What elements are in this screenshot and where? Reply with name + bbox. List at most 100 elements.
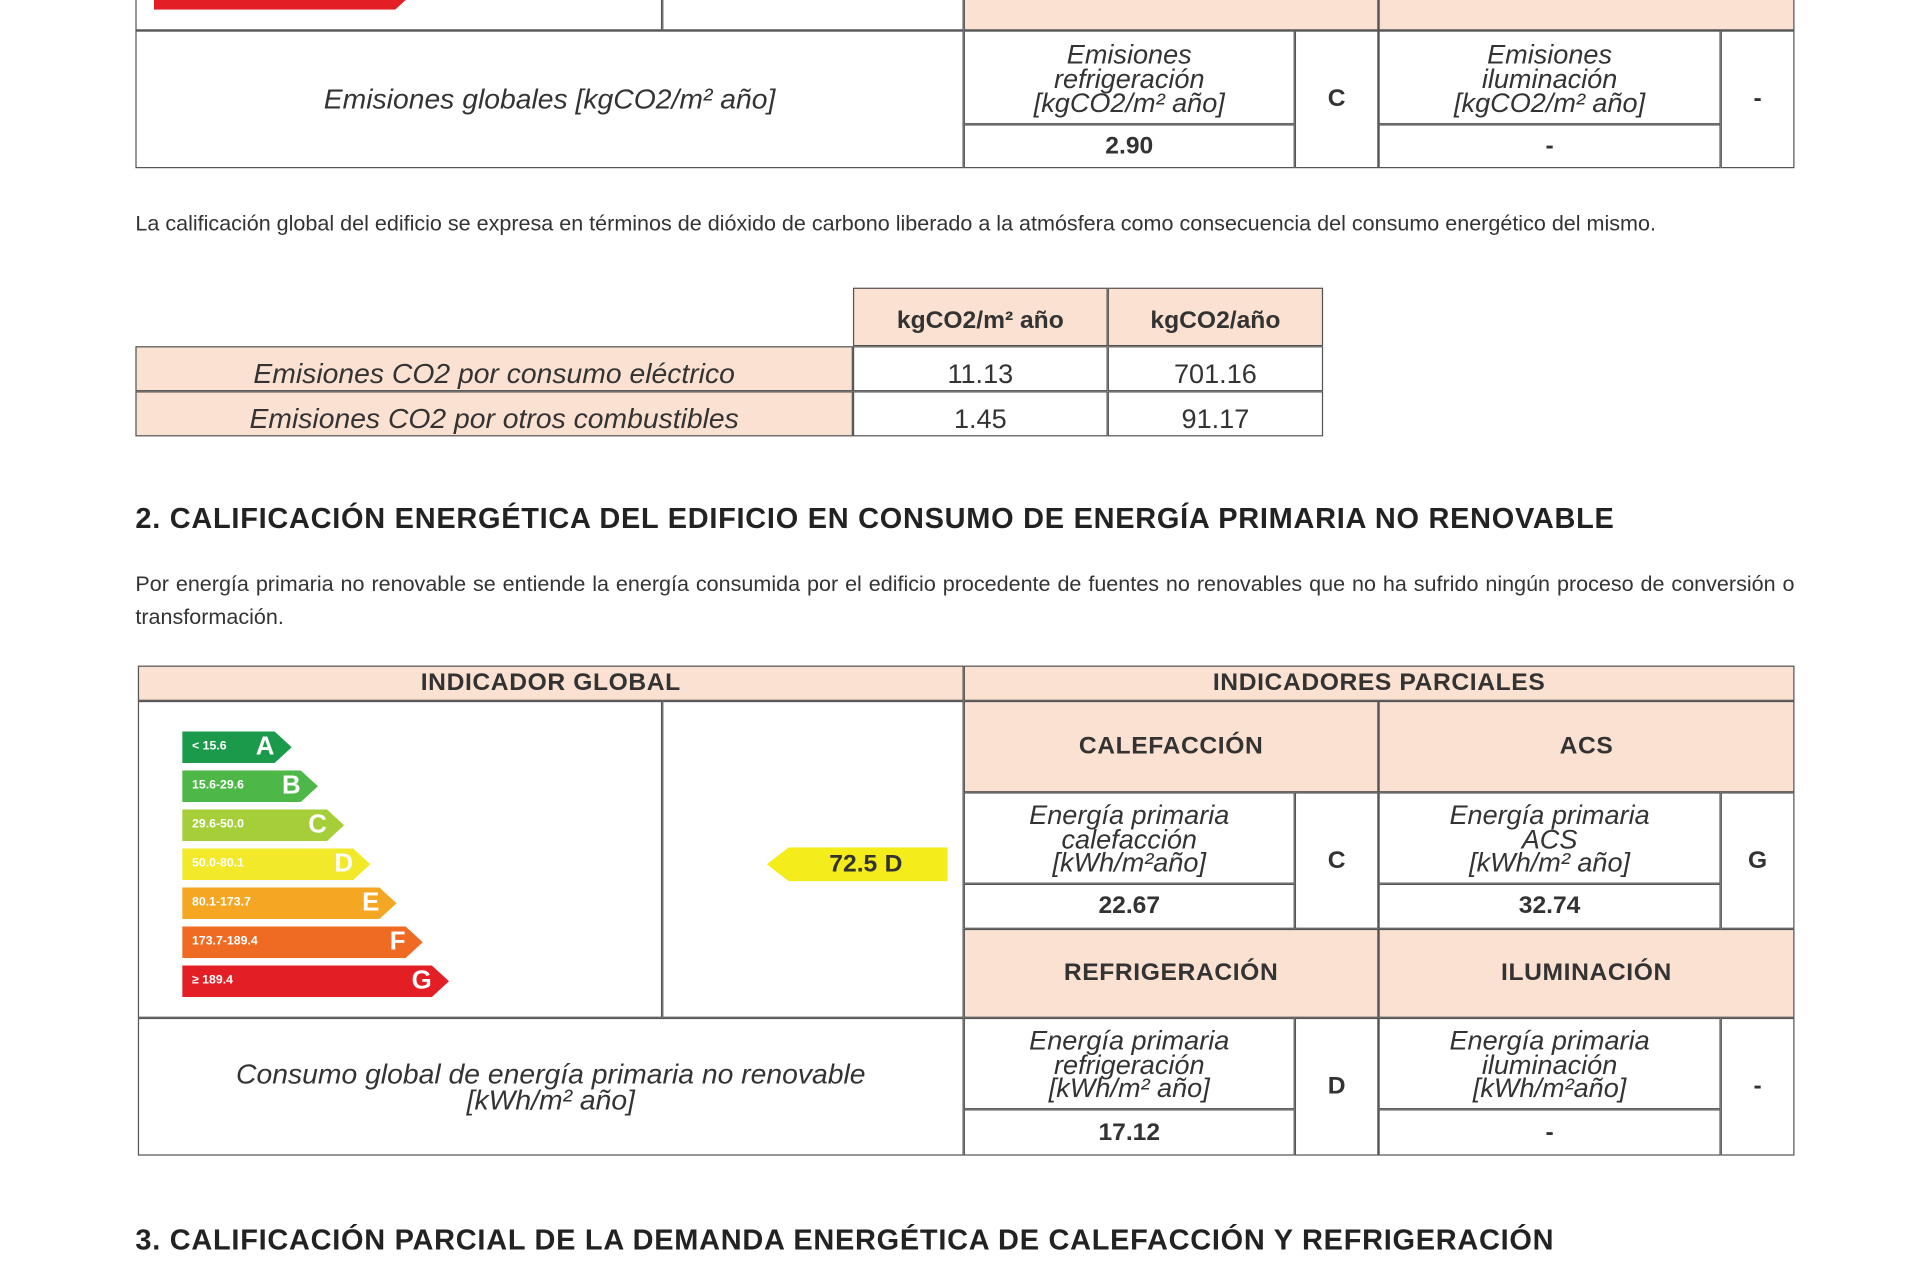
column-header: kgCO2/año bbox=[1150, 307, 1281, 335]
scale-bar: 29.6-50.0 C bbox=[182, 809, 344, 841]
table-cell bbox=[963, 928, 1379, 1018]
column-header: REFRIGERACIÓN bbox=[964, 0, 1379, 17]
scale-bar: ≥ 189.4 G bbox=[182, 965, 449, 997]
column-header: ILUMINACIÓN bbox=[1378, 0, 1794, 17]
scale-bar: < 15.6 A bbox=[182, 731, 292, 763]
rating: C bbox=[1327, 846, 1346, 874]
scale-letter: F bbox=[389, 927, 406, 956]
table-cell bbox=[1107, 287, 1324, 347]
text-line: Emisiones bbox=[1487, 39, 1613, 70]
column-header: INDICADOR GLOBAL bbox=[420, 669, 681, 697]
text-line: [kWh/m² año] bbox=[1469, 847, 1631, 879]
scale-letter: G bbox=[411, 966, 432, 995]
table-cell bbox=[963, 0, 1379, 31]
scale-letter: C bbox=[308, 810, 327, 839]
text-line: [kWh/m²año] bbox=[1472, 1073, 1627, 1104]
scale-letter: D bbox=[334, 849, 354, 878]
table-cell bbox=[1378, 700, 1795, 793]
paragraph: Por energía primaria no renovable se ent… bbox=[135, 571, 1795, 630]
cell-label: Energía primaria iluminación [kWh/m²año] bbox=[1378, 1020, 1720, 1109]
table-cell bbox=[1378, 124, 1721, 169]
scale-bar: 173.7-189.4 F bbox=[182, 926, 423, 958]
table-cell bbox=[1107, 391, 1324, 437]
text-line: iluminación bbox=[1481, 63, 1618, 94]
table-cell bbox=[135, 391, 853, 437]
text-line: Energía primaria bbox=[1029, 799, 1230, 830]
text-line: [kWh/m² año] bbox=[1048, 1073, 1210, 1104]
table-cell bbox=[1107, 346, 1324, 392]
rating: - bbox=[1753, 85, 1762, 113]
text-line: [kWh/m² año] bbox=[466, 1083, 635, 1115]
cell-value: 2.90 bbox=[1105, 132, 1154, 160]
row-label: Emisiones globales [kgCO2/m² año] bbox=[323, 83, 776, 115]
text-line: iluminación bbox=[1481, 1049, 1618, 1080]
cell-value: 22.67 bbox=[1098, 892, 1161, 920]
table-cell bbox=[137, 665, 964, 701]
cell-value: - bbox=[1545, 1118, 1554, 1146]
table-cell bbox=[137, 1017, 964, 1156]
column-header: ACS bbox=[1559, 732, 1614, 760]
table-cell bbox=[1378, 883, 1721, 929]
table-cell bbox=[963, 700, 1379, 793]
text-line: ACS bbox=[1521, 823, 1578, 855]
scale-range: 80.1-173.7 bbox=[192, 895, 251, 910]
section-heading: 3. CALIFICACIÓN PARCIAL DE LA DEMANDA EN… bbox=[135, 1223, 1555, 1256]
text-line: calefacción bbox=[1061, 823, 1197, 855]
cell-value: 701.16 bbox=[1173, 357, 1257, 389]
text-line: Emisiones bbox=[1066, 39, 1192, 70]
table-cell bbox=[1294, 1017, 1379, 1156]
table-cell bbox=[1294, 792, 1379, 929]
scale-range: < 15.6 bbox=[192, 739, 227, 754]
table-cell bbox=[135, 346, 853, 392]
paragraph: La calificación global del edificio se e… bbox=[135, 210, 1656, 236]
rating: D bbox=[1327, 1072, 1346, 1100]
text-line: refrigeración bbox=[1054, 1049, 1205, 1080]
table-cell bbox=[963, 30, 1295, 125]
cell-label: Emisiones refrigeración [kgCO2/m² año] bbox=[964, 34, 1295, 124]
cell-value: 11.13 bbox=[947, 357, 1014, 389]
row-label: Emisiones CO2 por consumo eléctrico bbox=[253, 357, 735, 390]
text-line: Energía primaria bbox=[1449, 799, 1650, 830]
rating-indicator: 72.5 D bbox=[766, 847, 948, 882]
cell-value: 32.74 bbox=[1518, 892, 1581, 920]
scale-letter: A bbox=[255, 732, 275, 761]
indicator-value: 72.5 bbox=[829, 850, 878, 878]
cut-scale-bar bbox=[154, 0, 412, 10]
column-header: kgCO2/m² año bbox=[896, 307, 1064, 335]
text-line: Consumo global de energía primaria no re… bbox=[236, 1057, 866, 1090]
table-cell bbox=[1294, 30, 1379, 169]
table-cell bbox=[662, 0, 964, 31]
table-cell bbox=[963, 124, 1295, 169]
scale-range: 50.0-80.1 bbox=[192, 856, 245, 871]
text-line: Energía primaria bbox=[1029, 1024, 1230, 1056]
rating: G bbox=[1748, 846, 1768, 874]
row-label: Emisiones CO2 por otros combustibles bbox=[249, 402, 739, 435]
text-line: [kWh/m²año] bbox=[1052, 847, 1206, 879]
cell-label: Energía primaria refrigeración [kWh/m² año… bbox=[964, 1020, 1295, 1109]
scale-bar: 50.0-80.1 D bbox=[182, 848, 370, 880]
table-cell bbox=[963, 883, 1295, 929]
column-header: REFRIGERACIÓN bbox=[1063, 959, 1279, 987]
scale-bar: 80.1-173.7 E bbox=[182, 887, 396, 919]
text-line: Energía primaria bbox=[1449, 1024, 1650, 1056]
cell-label: Emisiones iluminación [kgCO2/m² año] bbox=[1378, 34, 1720, 124]
text-line: refrigeración bbox=[1054, 63, 1205, 94]
table-cell bbox=[963, 1109, 1295, 1156]
table-cell bbox=[852, 287, 1108, 347]
scale-range: 29.6-50.0 bbox=[192, 817, 245, 832]
scale-bar: 15.6-29.6 B bbox=[182, 770, 318, 802]
scale-range: ≥ 189.4 bbox=[192, 973, 233, 988]
table-cell bbox=[135, 30, 964, 169]
cell-value: - bbox=[1545, 132, 1554, 160]
table-cell bbox=[1378, 792, 1721, 884]
cell-value: 91.17 bbox=[1181, 402, 1250, 434]
scale-letter: B bbox=[282, 771, 301, 800]
text-line: [kgCO2/m² año] bbox=[1033, 87, 1225, 119]
column-header: CALEFACCIÓN bbox=[1078, 732, 1264, 760]
column-header: ILUMINACIÓN bbox=[1501, 959, 1672, 987]
scale-letter: E bbox=[362, 888, 380, 917]
table-cell bbox=[1720, 1017, 1795, 1156]
